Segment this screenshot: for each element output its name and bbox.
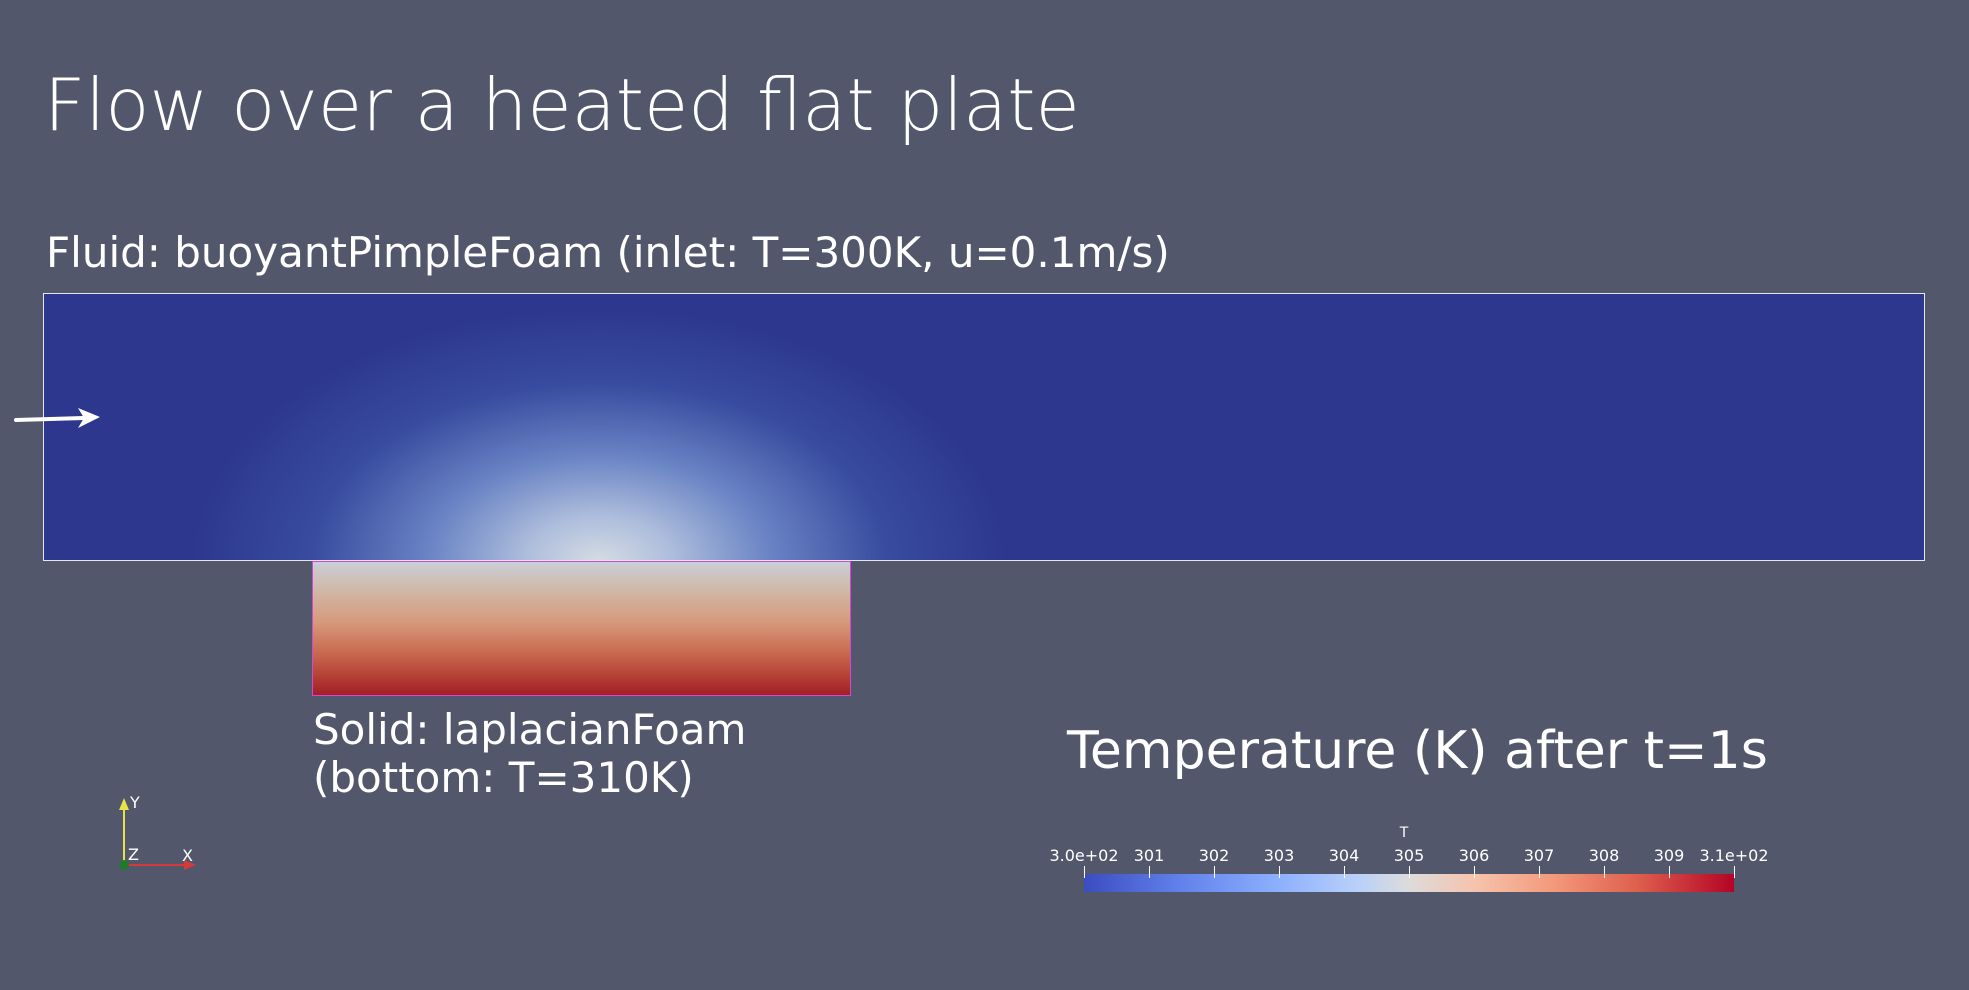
colorbar-tick-mark [1344,866,1345,878]
solid-label: Solid: laplacianFoam (bottom: T=310K) [313,706,746,802]
fluid-label: Fluid: buoyantPimpleFoam (inlet: T=300K,… [46,228,1170,277]
colorbar-tick-mark [1409,866,1410,878]
colorbar-tick-mark [1604,866,1605,878]
legend-title: Temperature (K) after t=1s [1067,721,1768,781]
colorbar-tick-label: 308 [1588,846,1620,865]
colorbar-variable-label: T [1399,825,1409,841]
colorbar-tick-mark [1539,866,1540,878]
colorbar-tick-label: 3.1e+02 [1699,846,1769,865]
colorbar-tick-label: 303 [1263,846,1295,865]
colorbar-tick-mark [1669,866,1670,878]
colorbar-tick-mark [1474,866,1475,878]
orientation-axes-icon: Y Z X [119,793,196,870]
colorbar-tick-label: 309 [1653,846,1685,865]
inlet-arrow-icon [14,408,100,428]
colorbar-tick-label: 306 [1458,846,1490,865]
colorbar-tick-mark [1084,866,1085,878]
axis-z-label: Z [128,845,139,864]
axis-x-label: X [182,846,193,865]
plot-title: Flow over a heated flat plate [44,63,1080,147]
colorbar-tick-mark [1214,866,1215,878]
fluid-domain [43,293,1925,561]
colorbar-tick-label: 307 [1523,846,1555,865]
colorbar-tick-mark [1149,866,1150,878]
colorbar-tick-label: 305 [1393,846,1425,865]
colorbar-tick-label: 302 [1198,846,1230,865]
colorbar-tick-mark [1279,866,1280,878]
colorbar-tick-label: 3.0e+02 [1049,846,1119,865]
solid-label-line1: Solid: laplacianFoam [313,705,747,754]
axis-y-label: Y [129,793,140,812]
colorbar-tick-mark [1734,866,1735,878]
solid-domain [312,561,851,696]
colorbar [1084,874,1734,892]
solid-label-line2: (bottom: T=310K) [313,753,694,802]
colorbar-tick-label: 304 [1328,846,1360,865]
colorbar-tick-label: 301 [1133,846,1165,865]
